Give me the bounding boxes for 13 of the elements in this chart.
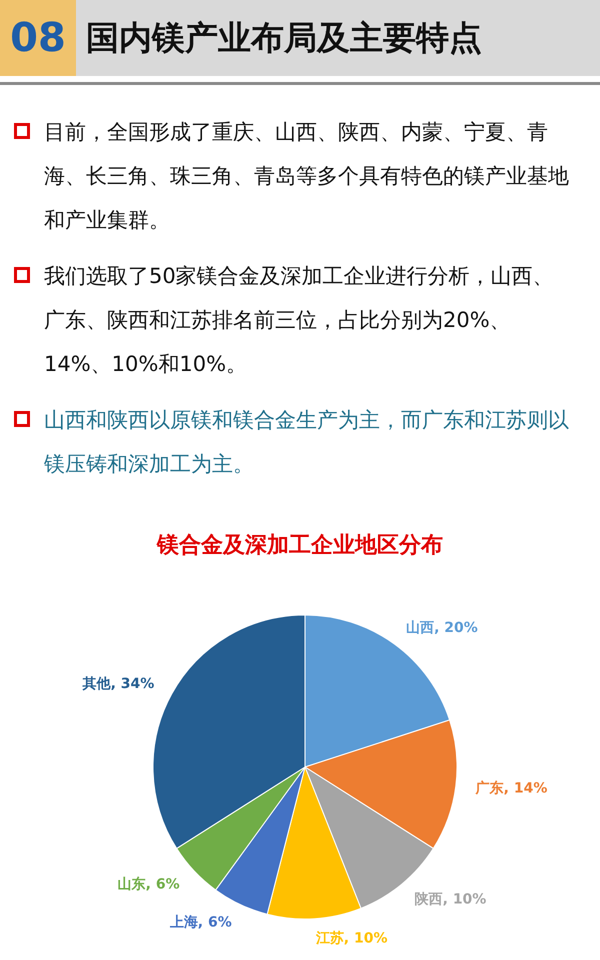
text: 目前，全国形成了重庆、山西、陕西、内蒙、宁夏、青海、长三角、珠三角、青岛等多个具有特色的镁产业基地和产业集群。 xyxy=(44,119,570,234)
text: 国内镁产业布局及主要特点 xyxy=(86,16,482,58)
slice-label: 陕西, 10% xyxy=(414,892,486,908)
slice-label: 广东, 14% xyxy=(474,780,548,797)
text: 08 xyxy=(0,0,76,76)
slice-label: 山西, 20% xyxy=(406,620,478,636)
slice-label: 江苏, 10% xyxy=(314,930,388,947)
text: 我们选取了50家镁合金及深加工企业进行分析，山西、广东、陕西和江苏排名前三位，占比分别为20%、14%、10%和10%。 xyxy=(44,263,555,378)
chart-title: 镁合金及深加工企业地区分布 xyxy=(155,531,444,560)
text: 山西和陕西以原镁和镁合金生产为主，而广东和江苏则以镁压铸和深加工为主。 xyxy=(44,407,570,478)
slice-label: 上海, 6% xyxy=(168,914,232,931)
slice-label: 山东, 6% xyxy=(118,876,180,893)
slice-label: 其他, 34% xyxy=(82,676,154,692)
